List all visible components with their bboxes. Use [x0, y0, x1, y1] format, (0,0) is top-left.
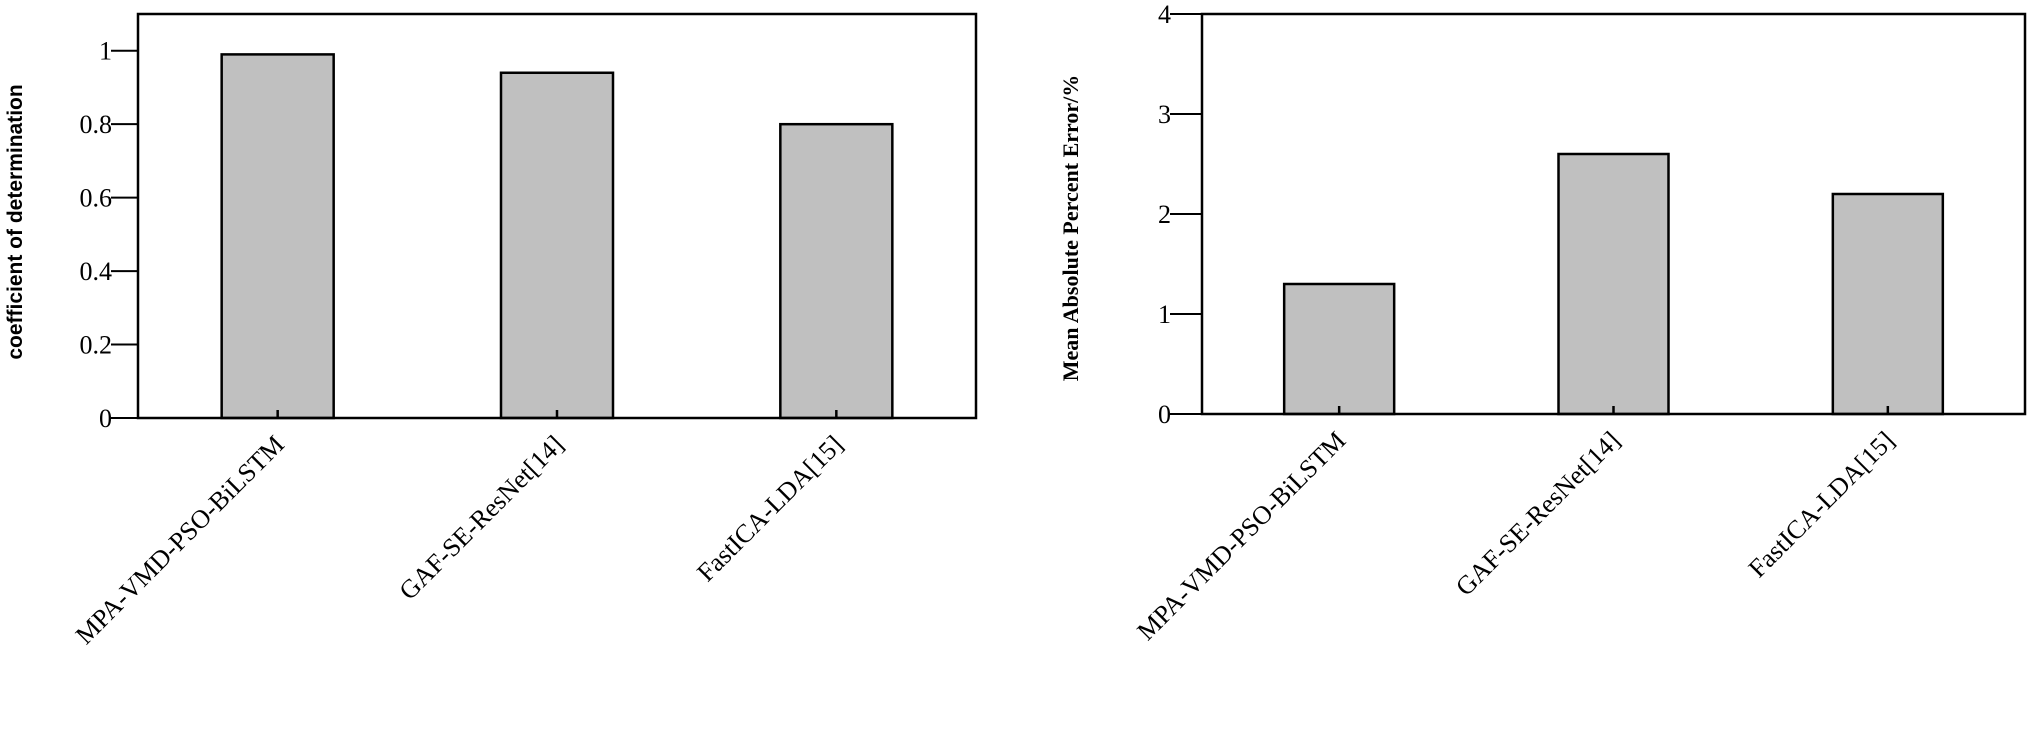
y-tick-label: 0.6	[80, 184, 113, 213]
y-tick-label: 0.8	[80, 110, 113, 139]
plot-frame	[136, 12, 978, 420]
bar	[1831, 192, 1945, 416]
x-tick-label: GAF-SE-ResNet[14]	[394, 430, 570, 606]
bar	[499, 71, 615, 420]
y-tick-label: 2	[1158, 200, 1171, 229]
y-axis-label: Mean Absolute Percent Error/%	[1058, 75, 1083, 382]
bar	[220, 53, 335, 420]
x-tick-label: MPA-VMD-PSO-BiLSTM	[1131, 426, 1351, 646]
x-tick-label: FastICA-LDA[15]	[691, 430, 848, 587]
y-tick-label: 0	[99, 404, 112, 433]
x-tick-label: FastICA-LDA[15]	[1743, 426, 1900, 583]
plot-frame	[1200, 12, 2027, 416]
y-tick-label: 4	[1158, 0, 1171, 29]
chart-mean-absolute-percent-error: Mean Absolute Percent Error/% 0 1 2 3 4 MPA-V…	[1058, 0, 2027, 646]
bar	[779, 122, 894, 420]
y-tick-label: 0.2	[80, 331, 113, 360]
bar	[1557, 152, 1670, 416]
x-tick-label: MPA-VMD-PSO-BiLSTM	[70, 430, 290, 650]
y-axis-label: coefficient of determination	[4, 84, 27, 359]
bar	[1282, 282, 1396, 416]
y-tick-label: 1	[1158, 300, 1171, 329]
x-tick-label: GAF-SE-ResNet[14]	[1450, 426, 1626, 602]
y-tick-label: 0.4	[80, 257, 113, 286]
chart-coefficient-of-determination: coefficient of determination 0 0.2 0.4 0.6 0…	[4, 12, 978, 650]
y-tick-label: 0	[1158, 400, 1171, 429]
y-tick-label: 1	[99, 37, 112, 66]
y-tick-label: 3	[1158, 100, 1171, 129]
